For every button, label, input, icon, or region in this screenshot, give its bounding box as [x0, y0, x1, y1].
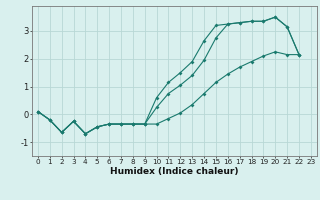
X-axis label: Humidex (Indice chaleur): Humidex (Indice chaleur) — [110, 167, 239, 176]
